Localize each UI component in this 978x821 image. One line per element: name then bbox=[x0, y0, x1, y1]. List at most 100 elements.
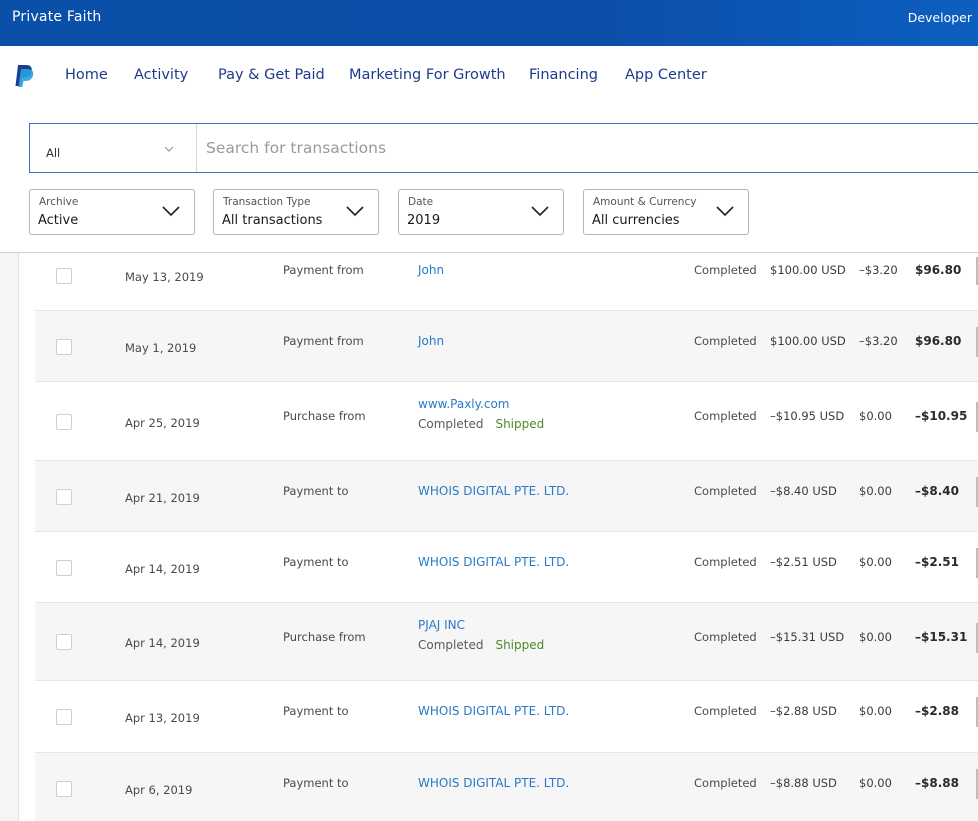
row-date: Apr 14, 2019 bbox=[125, 636, 200, 650]
table-row[interactable]: May 1, 2019 Payment from John Completed … bbox=[35, 311, 978, 382]
row-checkbox[interactable] bbox=[56, 339, 72, 355]
row-fee: $0.00 bbox=[859, 776, 892, 790]
row-gross: –$2.51 USD bbox=[770, 555, 837, 569]
filter-value: All transactions bbox=[222, 213, 323, 228]
table-row[interactable]: May 13, 2019 Payment from John Completed… bbox=[35, 253, 978, 311]
nav-marketing-for-growth[interactable]: Marketing For Growth bbox=[349, 67, 506, 83]
filter-amount-currency[interactable]: Amount & Currency All currencies bbox=[583, 189, 749, 235]
search-input[interactable] bbox=[206, 134, 966, 162]
row-gross: $100.00 USD bbox=[770, 334, 846, 348]
filter-label: Date bbox=[408, 196, 434, 208]
account-name[interactable]: Private Faith bbox=[12, 9, 102, 25]
row-gross: $100.00 USD bbox=[770, 263, 846, 277]
nav-activity[interactable]: Activity bbox=[134, 67, 189, 83]
row-checkbox[interactable] bbox=[56, 709, 72, 725]
row-counterparty[interactable]: WHOIS DIGITAL PTE. LTD. bbox=[418, 555, 570, 569]
row-checkbox[interactable] bbox=[56, 634, 72, 650]
table-row[interactable]: Apr 6, 2019 Payment to WHOIS DIGITAL PTE… bbox=[35, 753, 978, 821]
filter-date[interactable]: Date 2019 bbox=[398, 189, 564, 235]
row-gross: –$8.88 USD bbox=[770, 776, 837, 790]
search-scope-dropdown[interactable]: All bbox=[30, 124, 197, 172]
row-gross: –$15.31 USD bbox=[770, 630, 845, 644]
row-divider bbox=[35, 602, 978, 603]
row-counterparty[interactable]: WHOIS DIGITAL PTE. LTD. bbox=[418, 484, 570, 498]
row-edge bbox=[976, 769, 978, 799]
chevron-down-icon bbox=[162, 206, 180, 217]
row-edge bbox=[976, 327, 978, 357]
table-row[interactable]: Apr 14, 2019 Purchase from PJAJ INC Comp… bbox=[35, 603, 978, 681]
row-checkbox[interactable] bbox=[56, 414, 72, 430]
row-fee: $0.00 bbox=[859, 409, 892, 423]
row-gross: –$10.95 USD bbox=[770, 409, 845, 423]
row-net: –$2.88 bbox=[915, 704, 959, 718]
row-fee: $0.00 bbox=[859, 630, 892, 644]
row-counterparty[interactable]: WHOIS DIGITAL PTE. LTD. bbox=[418, 776, 570, 790]
row-date: Apr 25, 2019 bbox=[125, 416, 200, 430]
row-edge bbox=[976, 402, 978, 432]
developer-link[interactable]: Developer bbox=[907, 10, 972, 25]
filter-label: Amount & Currency bbox=[593, 196, 697, 208]
left-rail bbox=[0, 253, 19, 821]
row-counterparty[interactable]: WHOIS DIGITAL PTE. LTD. bbox=[418, 704, 570, 718]
row-edge bbox=[976, 257, 978, 285]
row-status: Completed bbox=[694, 484, 757, 498]
row-edge bbox=[976, 548, 978, 578]
row-sub-status: Completed bbox=[418, 417, 484, 431]
row-fee: –$3.20 bbox=[859, 263, 898, 277]
row-date: Apr 6, 2019 bbox=[125, 783, 193, 797]
row-subline: Completed Shipped bbox=[418, 417, 544, 431]
table-row[interactable]: Apr 14, 2019 Payment to WHOIS DIGITAL PT… bbox=[35, 532, 978, 603]
nav-app-center[interactable]: App Center bbox=[625, 67, 707, 83]
filter-transaction-type[interactable]: Transaction Type All transactions bbox=[213, 189, 379, 235]
row-type: Payment to bbox=[283, 776, 349, 790]
row-edge bbox=[976, 477, 978, 507]
account-bar: Private Faith Developer bbox=[0, 0, 978, 46]
nav-home[interactable]: Home bbox=[65, 67, 108, 83]
nav-pay-get-paid[interactable]: Pay & Get Paid bbox=[218, 67, 325, 83]
row-type: Payment to bbox=[283, 704, 349, 718]
chevron-down-icon bbox=[164, 146, 174, 152]
row-divider bbox=[35, 752, 978, 753]
nav-financing[interactable]: Financing bbox=[529, 67, 598, 83]
table-row[interactable]: Apr 13, 2019 Payment to WHOIS DIGITAL PT… bbox=[35, 681, 978, 753]
row-counterparty[interactable]: John bbox=[418, 334, 445, 348]
row-checkbox[interactable] bbox=[56, 489, 72, 505]
table-row[interactable]: Apr 21, 2019 Payment to WHOIS DIGITAL PT… bbox=[35, 461, 978, 532]
row-sub-shipped: Shipped bbox=[495, 638, 545, 652]
row-counterparty[interactable]: PJAJ INC bbox=[418, 618, 466, 632]
row-divider bbox=[35, 310, 978, 311]
row-date: Apr 21, 2019 bbox=[125, 491, 200, 505]
row-edge bbox=[976, 697, 978, 727]
filter-archive[interactable]: Archive Active bbox=[29, 189, 195, 235]
row-divider bbox=[35, 531, 978, 532]
row-type: Purchase from bbox=[283, 409, 366, 423]
row-status: Completed bbox=[694, 630, 757, 644]
row-date: Apr 14, 2019 bbox=[125, 562, 200, 576]
row-gross: –$2.88 USD bbox=[770, 704, 837, 718]
row-status: Completed bbox=[694, 704, 757, 718]
divider bbox=[0, 252, 978, 253]
filter-value: Active bbox=[38, 213, 79, 228]
table-row[interactable]: Apr 25, 2019 Purchase from www.Paxly.com… bbox=[35, 382, 978, 461]
row-counterparty[interactable]: John bbox=[418, 263, 445, 277]
filter-value: All currencies bbox=[592, 213, 680, 228]
row-counterparty[interactable]: www.Paxly.com bbox=[418, 397, 510, 411]
row-status: Completed bbox=[694, 555, 757, 569]
row-gross: –$8.40 USD bbox=[770, 484, 837, 498]
row-divider bbox=[35, 381, 978, 382]
row-checkbox[interactable] bbox=[56, 560, 72, 576]
paypal-logo-icon[interactable] bbox=[13, 64, 35, 88]
row-status: Completed bbox=[694, 263, 757, 277]
row-checkbox[interactable] bbox=[56, 268, 72, 284]
main-nav: Home Activity Pay & Get Paid Marketing F… bbox=[0, 46, 978, 104]
row-net: –$15.31 bbox=[915, 630, 968, 644]
row-edge bbox=[976, 623, 978, 653]
row-checkbox[interactable] bbox=[56, 781, 72, 797]
row-status: Completed bbox=[694, 776, 757, 790]
row-net: –$2.51 bbox=[915, 555, 959, 569]
row-date: May 1, 2019 bbox=[125, 341, 197, 355]
row-date: May 13, 2019 bbox=[125, 270, 204, 284]
row-type: Payment to bbox=[283, 555, 349, 569]
transaction-search: All bbox=[29, 123, 978, 173]
row-status: Completed bbox=[694, 334, 757, 348]
